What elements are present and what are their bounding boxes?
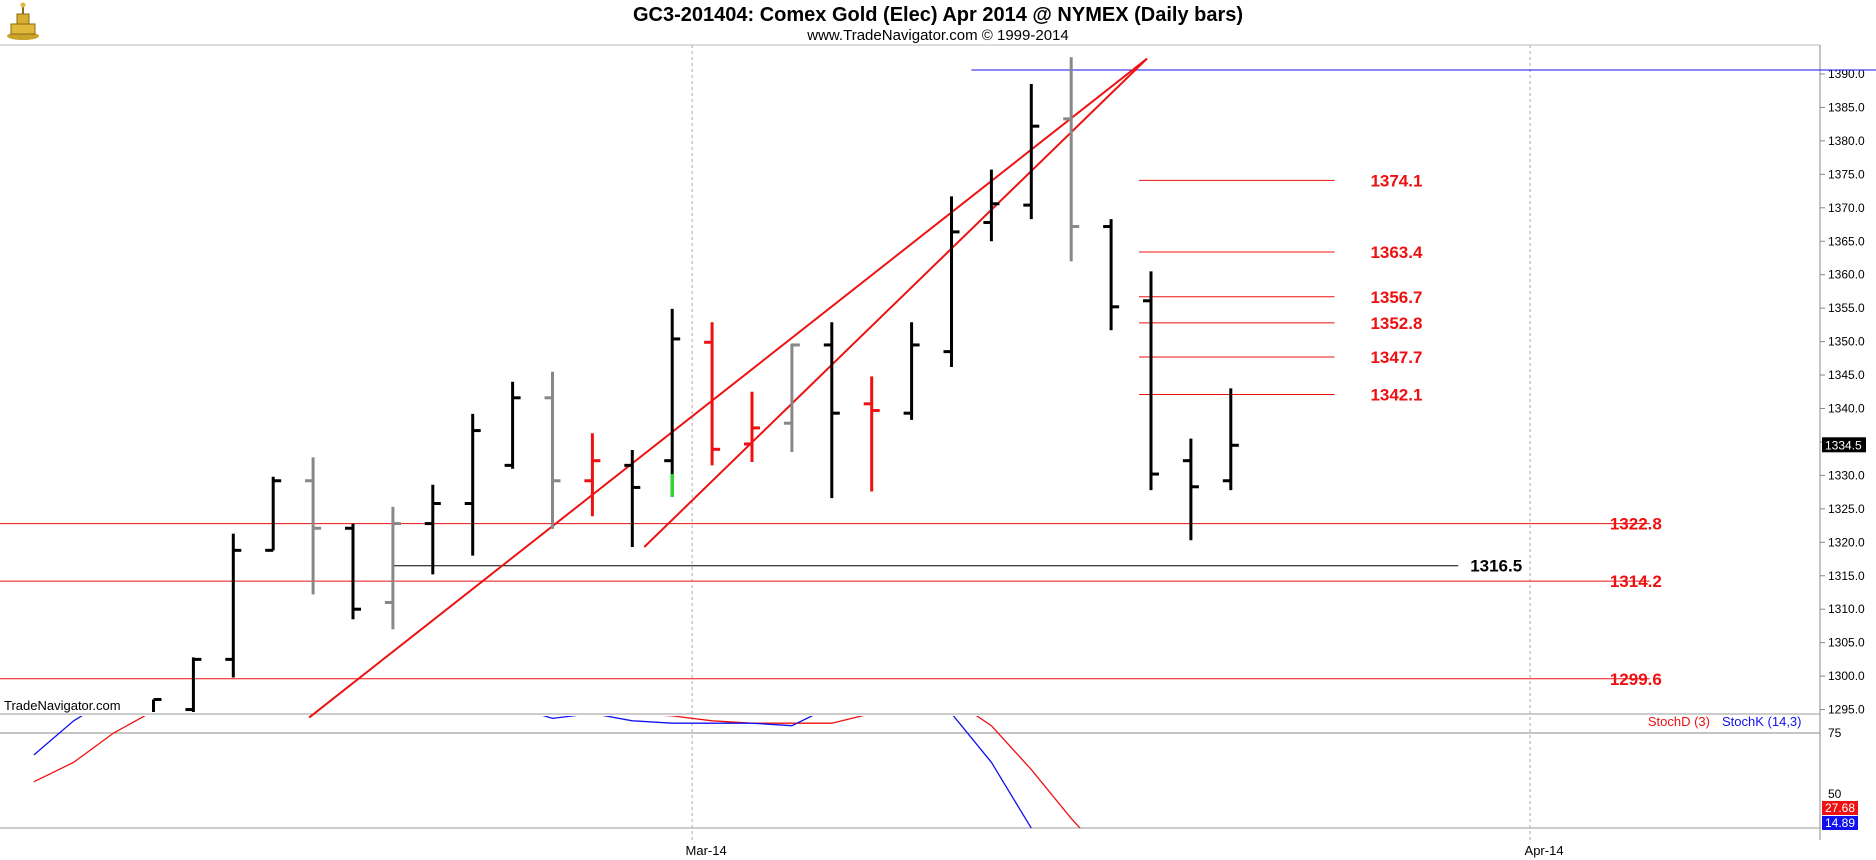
last-price-box [1822, 437, 1866, 453]
ohlc-bar [943, 196, 960, 368]
level-label: 1352.8 [1370, 314, 1422, 333]
last-price-label: 1334.5 [1825, 438, 1862, 452]
ohlc-bar [544, 371, 561, 529]
level-label: 1316.5 [1470, 557, 1522, 576]
level-label: 1374.1 [1370, 171, 1422, 190]
y-tick-label: 1330.0 [1828, 468, 1865, 482]
ohlc-bar [664, 308, 681, 497]
ohlc-bar [783, 343, 800, 452]
y-tick-label: 1355.0 [1828, 301, 1865, 315]
ohlc-bars [152, 57, 1239, 712]
y-tick-label: 1325.0 [1828, 502, 1865, 516]
ohlc-bar [584, 433, 601, 517]
trade-navigator-logo-icon [7, 2, 39, 40]
ohlc-bar [624, 449, 641, 547]
y-tick-label: 1375.0 [1828, 167, 1865, 181]
level-label: 1342.1 [1370, 385, 1422, 404]
stochk-last-box [1822, 816, 1858, 830]
y-tick-label: 1365.0 [1828, 234, 1865, 248]
chart-subtitle: www.TradeNavigator.com © 1999-2014 [807, 27, 1069, 44]
ohlc-bar [903, 322, 920, 420]
ohlc-bar [345, 523, 361, 620]
ohlc-bar [504, 381, 521, 469]
x-tick-label: Apr-14 [1525, 843, 1564, 858]
y-tick-label: 1385.0 [1828, 100, 1865, 114]
y-tick-label: 1300.0 [1828, 669, 1865, 683]
level-label: 1347.7 [1370, 348, 1422, 367]
y-tick-label: 1320.0 [1828, 535, 1865, 549]
stochk-last-label: 14.89 [1825, 816, 1855, 830]
watermark-label: TradeNavigator.com [4, 698, 121, 713]
ohlc-bar [1143, 271, 1159, 491]
ohlc-bar [152, 698, 162, 712]
oscillator-lines [33, 716, 1081, 828]
stochk-legend: StochK (14,3) [1722, 714, 1802, 729]
stochd-legend: StochD (3) [1648, 714, 1710, 729]
chart-title: GC3-201404: Comex Gold (Elec) Apr 2014 @… [632, 4, 1244, 26]
y-tick-label: 1390.0 [1828, 67, 1865, 81]
ohlc-bar [863, 376, 880, 492]
ohlc-bar [1063, 57, 1080, 262]
ohlc-bar [384, 506, 401, 630]
ohlc-bar [265, 476, 282, 552]
ohlc-bar [1103, 219, 1120, 331]
level-label: 1299.6 [1610, 670, 1662, 689]
y-tick-label: 1345.0 [1828, 368, 1865, 382]
stochd-last-box [1822, 801, 1858, 815]
stochd-last-label: 27.68 [1825, 801, 1855, 815]
level-label: 1322.8 [1610, 515, 1662, 534]
level-label: 1363.4 [1370, 243, 1423, 262]
osc-y-tick-label: 75 [1828, 726, 1842, 740]
ohlc-bar [185, 657, 202, 712]
ohlc-bar [424, 484, 441, 575]
y-tick-label: 1305.0 [1828, 636, 1865, 650]
y-tick-label: 1310.0 [1828, 602, 1865, 616]
level-label: 1314.2 [1610, 572, 1662, 591]
ohlc-bar [225, 533, 242, 678]
y-tick-label: 1360.0 [1828, 268, 1865, 282]
y-tick-label: 1380.0 [1828, 134, 1865, 148]
x-tick-label: Mar-14 [686, 843, 727, 858]
ohlc-bar [744, 391, 760, 463]
y-tick-label: 1340.0 [1828, 402, 1865, 416]
ohlc-bar [1222, 388, 1239, 491]
stochd-line [33, 716, 1081, 828]
trendline [643, 57, 1148, 548]
y-tick-label: 1350.0 [1828, 335, 1865, 349]
trendline [308, 57, 1148, 719]
ohlc-bar [305, 457, 322, 595]
ohlc-bar [823, 322, 840, 499]
osc-y-tick-label: 50 [1828, 787, 1842, 801]
level-label: 1356.7 [1370, 288, 1422, 307]
y-tick-label: 1315.0 [1828, 569, 1865, 583]
stochk-line [33, 716, 1033, 828]
ohlc-bar [983, 169, 1000, 242]
y-tick-label: 1370.0 [1828, 201, 1865, 215]
y-tick-label: 1295.0 [1828, 703, 1865, 717]
ohlc-bar [1182, 438, 1199, 541]
ohlc-bar [1023, 84, 1040, 220]
ohlc-bar [464, 413, 481, 556]
ohlc-bar [704, 322, 721, 466]
